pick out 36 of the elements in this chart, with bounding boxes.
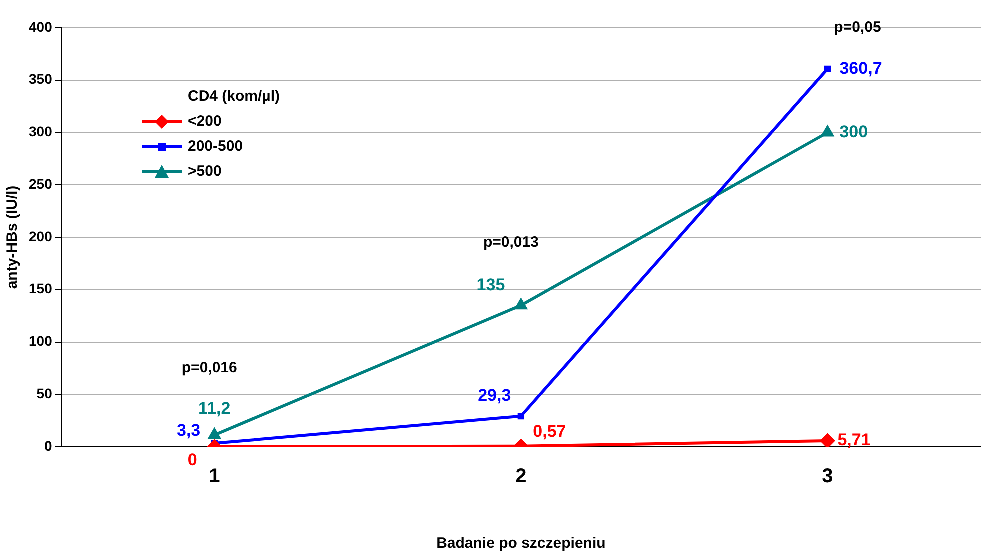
x-tick-label: 3 (822, 466, 834, 488)
x-tick-label: 1 (209, 466, 220, 488)
point (208, 428, 222, 440)
y-tick-label: 250 (29, 176, 53, 192)
data-label: 360,7 (840, 58, 882, 78)
data-label: 3,3 (176, 421, 201, 440)
y-tick-label: 300 (29, 124, 53, 140)
legend-label: >500 (188, 163, 222, 180)
y-tick-label: 350 (29, 71, 53, 88)
data-label: 135 (476, 275, 506, 294)
point (518, 412, 525, 420)
x-tick-label: 2 (516, 466, 527, 488)
data-label: 11,2 (198, 398, 231, 418)
point (514, 298, 528, 310)
data-label: 29,3 (478, 386, 512, 405)
legend-title: CD4 (kom/µl) (188, 88, 280, 105)
annotation: p=0,016 (182, 360, 238, 377)
point (821, 125, 834, 137)
y-tick-label: 50 (36, 385, 53, 402)
point (820, 434, 836, 447)
annotation: p=0,05 (834, 19, 882, 36)
legend-label: 200-500 (188, 138, 244, 155)
y-tick-label: 0 (44, 438, 53, 454)
data-label: 5,71 (838, 430, 871, 450)
point (824, 66, 832, 72)
annotation: p=0,013 (483, 234, 539, 251)
y-tick-label: 200 (29, 228, 53, 244)
y-tick-label: 100 (29, 333, 53, 350)
data-label: 0 (188, 450, 198, 470)
data-label: 300 (840, 122, 868, 142)
y-tick-label: 400 (29, 18, 53, 35)
y-tick-label: 150 (29, 280, 53, 297)
x-axis-title: Badanie po szczepieniu (436, 535, 606, 552)
data-label: 0,57 (533, 422, 566, 442)
y-axis-title: anty-HBs (IU/l) (4, 186, 22, 290)
legend-label: <200 (188, 113, 222, 130)
